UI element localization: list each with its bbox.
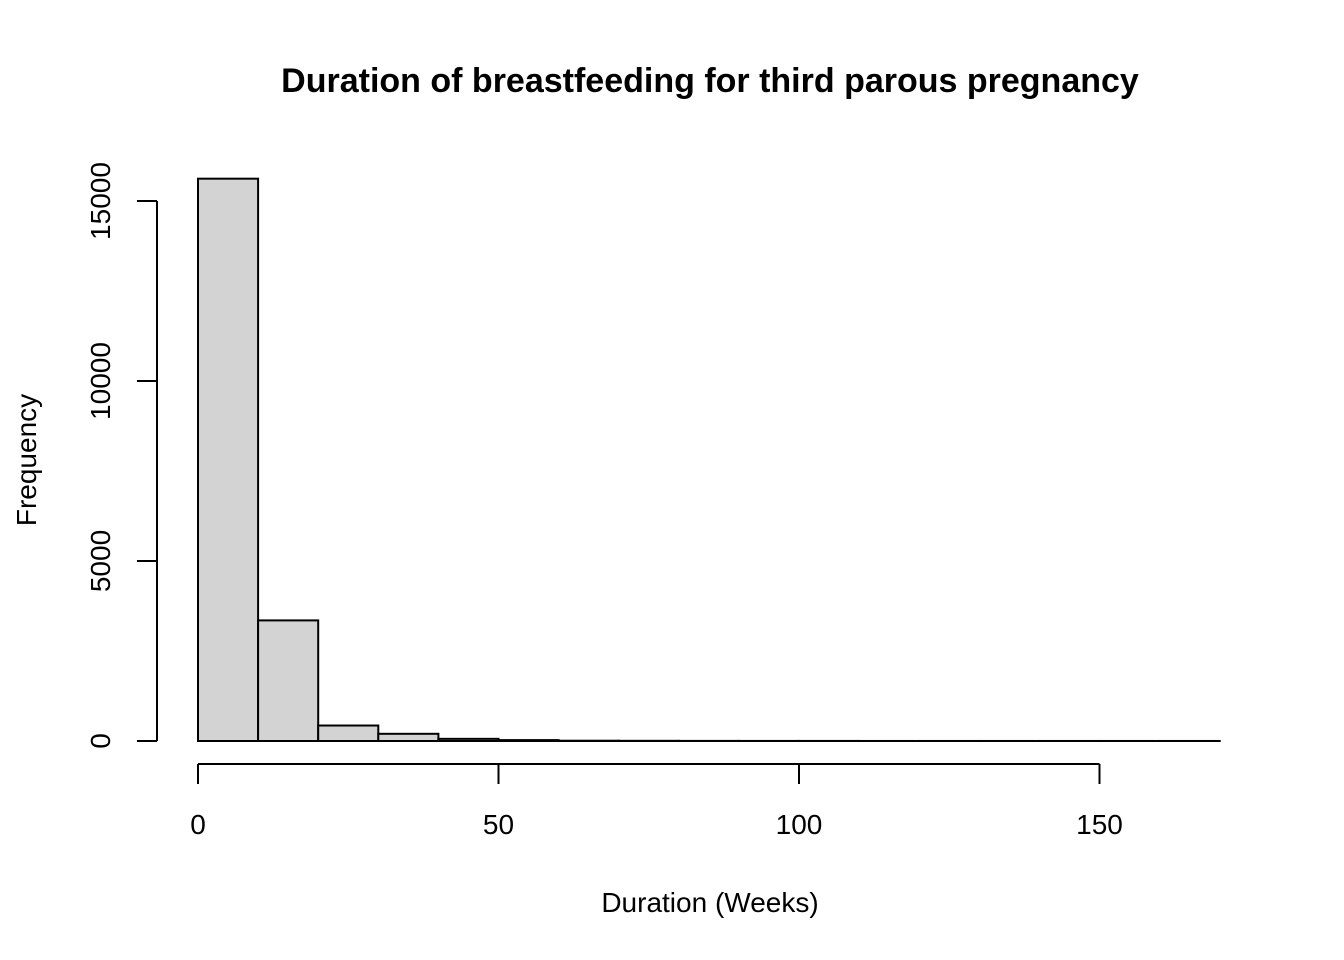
x-axis: 0 50 100 150 xyxy=(190,763,1123,840)
x-tick-label: 150 xyxy=(1076,809,1123,840)
histogram-bar xyxy=(377,732,440,742)
histogram-bar xyxy=(317,724,380,743)
histogram-bar xyxy=(197,177,260,742)
y-tick-label: 10000 xyxy=(85,342,116,420)
chart-title: Duration of breastfeeding for third paro… xyxy=(281,62,1139,100)
y-axis-label: Frequency xyxy=(11,394,42,526)
x-tick-label: 0 xyxy=(190,809,206,840)
histogram-bar xyxy=(257,619,320,743)
y-axis: 0 5000 10000 15000 xyxy=(85,162,158,749)
y-tick-label: 0 xyxy=(85,733,116,749)
bars-group xyxy=(197,177,1221,743)
y-tick-label: 5000 xyxy=(85,530,116,592)
x-tick-label: 100 xyxy=(776,809,823,840)
x-tick-label: 50 xyxy=(483,809,514,840)
y-tick-label: 15000 xyxy=(85,162,116,240)
x-axis-label: Duration (Weeks) xyxy=(601,887,818,918)
